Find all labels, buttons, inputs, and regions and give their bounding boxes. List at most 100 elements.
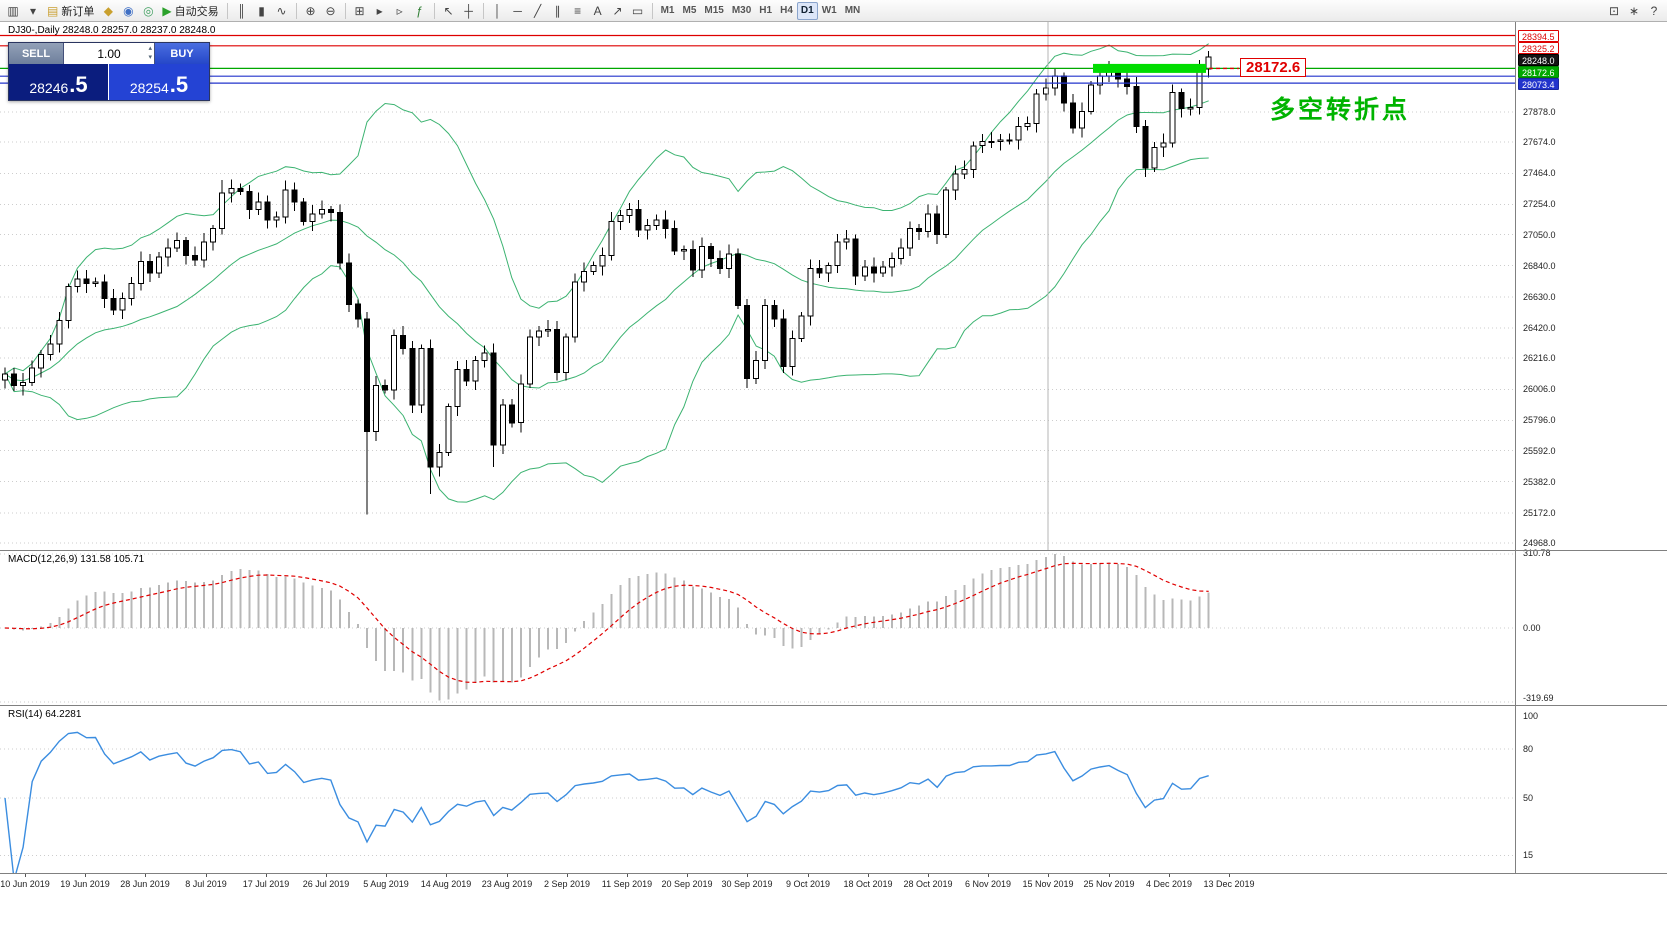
date-label: 11 Sep 2019 (601, 879, 653, 889)
help-icon[interactable]: ? (1650, 3, 1658, 18)
price-tick-label: 27050.0 (1523, 230, 1556, 240)
vertical-line-icon[interactable]: │ (493, 3, 502, 18)
macd-panel[interactable] (0, 551, 1515, 705)
time-axis[interactable]: 10 Jun 2019 19 Jun 2019 28 Jun 2019 8 Jul 2… (0, 874, 1515, 892)
zoom-out-icon[interactable]: ⊖ (325, 3, 336, 18)
buy-price-frac: .5 (169, 72, 189, 97)
channel-icon[interactable]: ∥ (554, 3, 561, 18)
zoom-in-icon[interactable]: ⊕ (305, 3, 316, 18)
buy-price[interactable]: 28254.5 (109, 64, 209, 100)
date-label: 4 Dec 2019 (1145, 879, 1193, 889)
price-tag[interactable]: 28073.4 (1518, 78, 1559, 90)
auto-trading-button-label: 自动交易 (174, 5, 219, 18)
macd-splitter[interactable] (0, 550, 1667, 551)
rsi-panel[interactable] (0, 706, 1515, 873)
time-tick (747, 874, 748, 877)
date-label: 9 Oct 2019 (785, 879, 831, 889)
timeframe-m15[interactable]: M15 (704, 5, 724, 16)
screenshot-icon[interactable]: ⊡ (1608, 3, 1620, 18)
cursor-icon[interactable]: ↖ (443, 3, 454, 18)
bollinger-bands (4, 43, 1209, 503)
price-tag[interactable]: 28172.6 (1518, 66, 1559, 78)
candlestick-chart-icon[interactable]: ▮ (258, 3, 265, 18)
time-tick (85, 874, 86, 877)
new-chart-icon[interactable]: ▥ (7, 3, 19, 18)
horizontal-line-icon[interactable]: ─ (513, 3, 522, 18)
main-chart[interactable] (0, 22, 1515, 550)
candles[interactable] (2, 51, 1212, 515)
arrow-object-icon[interactable]: ↗ (612, 3, 623, 18)
date-label: 28 Oct 2019 (903, 879, 953, 889)
timeframe-m30[interactable]: M30 (731, 5, 752, 16)
crosshair-icon[interactable]: ┼ (464, 3, 473, 18)
date-label: 5 Aug 2019 (363, 879, 409, 889)
date-label: 30 Sep 2019 (721, 879, 773, 889)
timeframe-h1[interactable]: H1 (759, 5, 773, 16)
date-label: 15 Nov 2019 (1022, 879, 1074, 889)
tile-windows-icon[interactable]: ⊞ (354, 3, 365, 18)
time-tick (145, 874, 146, 877)
volume-spinner[interactable]: ▴ ▾ (148, 44, 152, 62)
rsi-scale-label: 15 (1523, 850, 1534, 860)
data-window-icon[interactable]: ◉ (123, 3, 134, 18)
price-tick-label: 27254.0 (1523, 199, 1556, 209)
timeframe-m1[interactable]: M1 (660, 5, 675, 16)
buy-price-main: 28254 (129, 79, 169, 96)
toolbar-separator (482, 2, 484, 19)
timeframe-w1[interactable]: W1 (821, 5, 837, 16)
chart-workspace[interactable]: DJ30-,Daily 28248.0 28257.0 28237.0 2824… (0, 22, 1667, 946)
shapes-icon[interactable]: ▭ (631, 3, 644, 18)
bar-chart-icon[interactable]: ║ (237, 3, 246, 18)
macd-signal-line (4, 562, 1209, 684)
timeframe-mn[interactable]: MN (844, 5, 861, 16)
price-scale[interactable]: 27878.0 27674.0 27464.0 27254.0 27050.0 26840… (1515, 22, 1667, 874)
price-tag[interactable]: 28248.0 (1518, 54, 1559, 66)
auto-scroll-icon[interactable]: ▸ (376, 3, 383, 18)
indicators-icon[interactable]: ƒ (416, 3, 423, 18)
time-tick (25, 874, 26, 877)
time-tick (1169, 874, 1170, 877)
new-order-button[interactable]: ▤ 新订单 (43, 2, 98, 20)
symbol-ohlc-label: DJ30-,Daily 28248.0 28257.0 28237.0 2824… (8, 25, 216, 36)
price-tick-label: 26006.0 (1523, 384, 1556, 394)
price-tag[interactable]: 28394.5 (1518, 30, 1559, 42)
auto-trading-button[interactable]: ▶ 自动交易 (158, 2, 222, 20)
one-click-trading-panel[interactable]: SELL 1.00 ▴ ▾ BUY 28246.5 28254.5 (8, 42, 210, 101)
volume-input[interactable]: 1.00 ▴ ▾ (63, 43, 155, 64)
date-label: 8 Jul 2019 (185, 879, 227, 889)
price-tick-label: 26216.0 (1523, 353, 1556, 363)
line-chart-icon[interactable]: ∿ (276, 3, 287, 18)
sell-button[interactable]: SELL (9, 43, 63, 64)
buy-button[interactable]: BUY (155, 43, 209, 64)
macd-label: MACD(12,26,9) 131.58 105.71 (8, 554, 145, 565)
timeframe-h4[interactable]: H4 (780, 5, 793, 16)
terminal-icon[interactable]: ◎ (143, 3, 154, 18)
date-label: 14 Aug 2019 (420, 879, 472, 889)
price-tag[interactable]: 28325.2 (1518, 42, 1559, 54)
rsi-scale-label: 80 (1523, 744, 1534, 754)
price-tick-label: 24968.0 (1523, 538, 1556, 548)
timeframe-d1[interactable]: D1 (796, 1, 818, 20)
spin-up-icon[interactable]: ▴ (148, 45, 152, 52)
chart-annotation: 多空转折点 (1270, 96, 1411, 124)
time-tick (386, 874, 387, 877)
trendline-icon[interactable]: ╱ (533, 3, 542, 18)
sell-price[interactable]: 28246.5 (9, 64, 109, 100)
chart-list-dropdown-icon[interactable]: ▾ (29, 3, 37, 18)
timeframe-m5[interactable]: M5 (682, 5, 697, 16)
spin-down-icon[interactable]: ▾ (148, 54, 152, 61)
date-label: 10 Jun 2019 (0, 879, 50, 889)
volume-value: 1.00 (97, 46, 121, 61)
time-tick (1229, 874, 1230, 877)
time-tick (446, 874, 447, 877)
settings-icon[interactable]: ∗ (1628, 3, 1640, 18)
axis-splitter[interactable] (0, 873, 1667, 874)
toolbar-separator (651, 2, 653, 19)
market-watch-icon[interactable]: ◆ (103, 3, 113, 18)
chart-shift-icon[interactable]: ▹ (396, 3, 403, 18)
text-label-icon[interactable]: A (593, 3, 602, 18)
rsi-splitter[interactable] (0, 705, 1667, 706)
date-label: 25 Nov 2019 (1083, 879, 1135, 889)
price-flag-label[interactable]: 28172.6 (1240, 58, 1307, 77)
fibonacci-icon[interactable]: ≡ (574, 3, 582, 18)
